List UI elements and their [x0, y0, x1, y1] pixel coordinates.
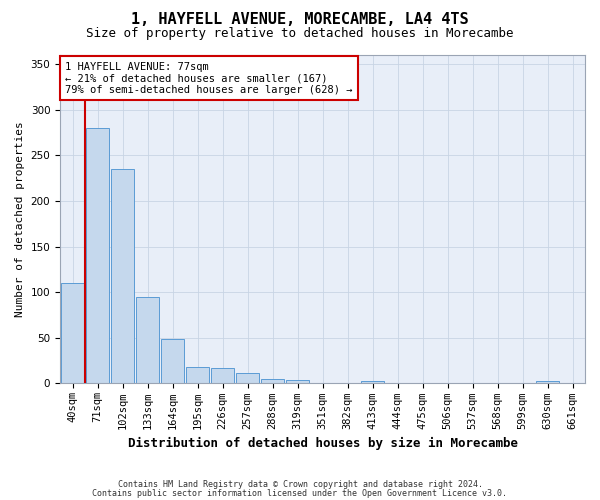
Bar [186, 367, 209, 384]
Bar [236, 374, 259, 384]
Y-axis label: Number of detached properties: Number of detached properties [15, 122, 25, 317]
Text: 1, HAYFELL AVENUE, MORECAMBE, LA4 4TS: 1, HAYFELL AVENUE, MORECAMBE, LA4 4TS [131, 12, 469, 28]
Bar [261, 379, 284, 384]
Bar [361, 380, 384, 384]
Text: 1 HAYFELL AVENUE: 77sqm
← 21% of detached houses are smaller (167)
79% of semi-d: 1 HAYFELL AVENUE: 77sqm ← 21% of detache… [65, 62, 353, 95]
Bar [536, 380, 559, 384]
Bar [111, 169, 134, 384]
X-axis label: Distribution of detached houses by size in Morecambe: Distribution of detached houses by size … [128, 437, 518, 450]
Text: Contains HM Land Registry data © Crown copyright and database right 2024.: Contains HM Land Registry data © Crown c… [118, 480, 482, 489]
Bar [211, 368, 234, 384]
Bar [286, 380, 309, 384]
Bar [86, 128, 109, 384]
Bar [161, 338, 184, 384]
Text: Size of property relative to detached houses in Morecambe: Size of property relative to detached ho… [86, 28, 514, 40]
Text: Contains public sector information licensed under the Open Government Licence v3: Contains public sector information licen… [92, 488, 508, 498]
Bar [61, 283, 84, 384]
Bar [136, 297, 159, 384]
